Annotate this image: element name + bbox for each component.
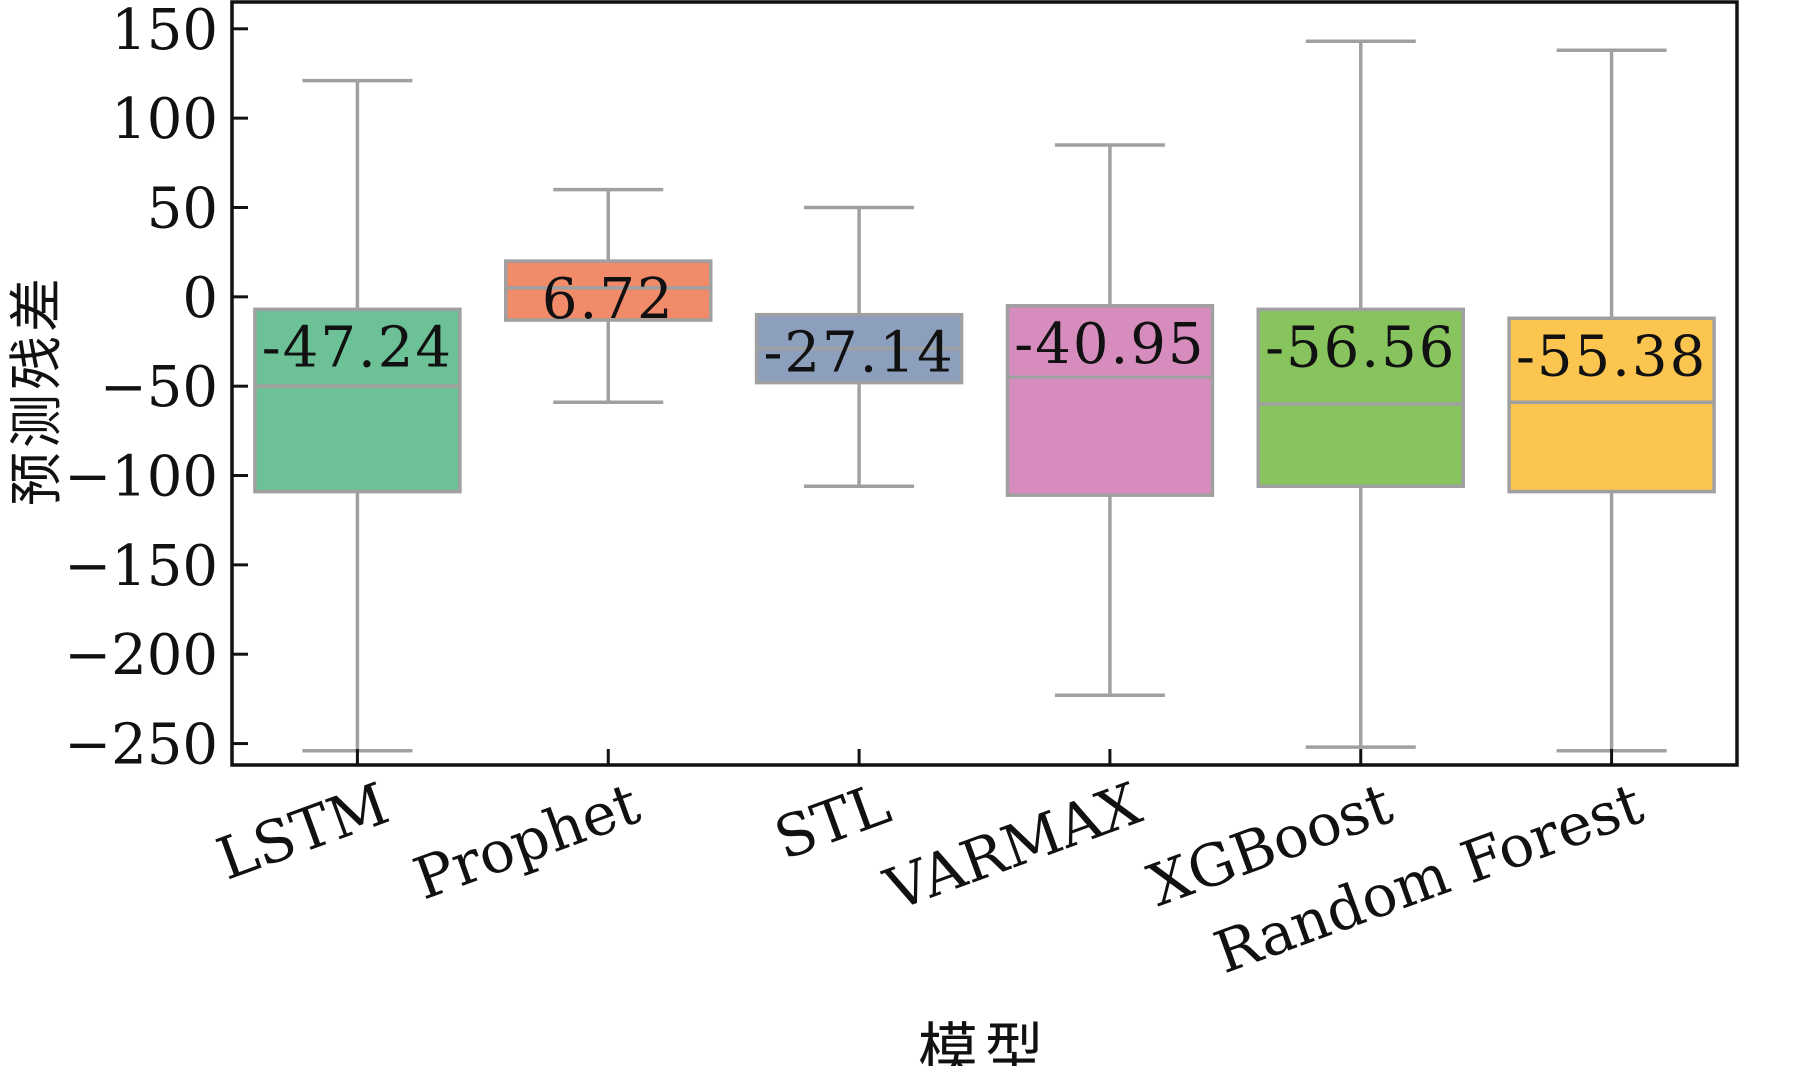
y-tick-label: −100	[64, 445, 218, 510]
y-tick-label: −250	[64, 713, 218, 778]
mean-value-label: -27.14	[763, 321, 954, 386]
box-series: -47.24 6.72 -27.14 -40.95 -56.56 -55.38	[253, 39, 1716, 753]
mean-value-label: -55.38	[1516, 324, 1707, 389]
box-lstm: -47.24	[253, 78, 462, 753]
y-tick-label: −200	[64, 623, 218, 688]
mean-value-label: -56.56	[1265, 315, 1456, 380]
x-tick-label: LSTM	[208, 769, 397, 893]
mean-value-label: 6.72	[542, 267, 675, 332]
y-axis-label: 预测残差	[5, 274, 68, 506]
iqr-box	[1256, 307, 1465, 488]
y-axis-ticks: 150 100 50 0 −50 −100 −150 −200 −250	[64, 0, 248, 778]
y-tick-label: 150	[111, 0, 218, 63]
y-tick-label: 100	[111, 87, 218, 152]
x-tick-label: STL	[766, 769, 899, 873]
x-axis-label: 模型	[918, 1017, 1050, 1066]
plot-frame	[230, 0, 1739, 767]
y-tick-label: 50	[147, 176, 218, 241]
y-tick-label: 0	[182, 266, 218, 331]
iqr-box	[1507, 316, 1716, 494]
x-tick-label: Prophet	[405, 769, 648, 913]
box-varmax: -40.95	[1005, 143, 1215, 698]
box-stl: -27.14	[754, 205, 964, 488]
box-prophet: 6.72	[504, 187, 713, 405]
mean-value-label: -40.95	[1014, 312, 1205, 377]
iqr-box	[253, 307, 462, 494]
iqr-box	[1005, 304, 1215, 497]
box-random-forest: -55.38	[1507, 48, 1716, 753]
y-tick-label: −150	[64, 534, 218, 599]
box-xgboost: -56.56	[1256, 39, 1465, 749]
x-tick-label: VARMAX	[875, 769, 1150, 924]
mean-value-label: -47.24	[262, 315, 453, 380]
iqr-box	[504, 259, 713, 322]
y-tick-label: −50	[100, 355, 218, 420]
